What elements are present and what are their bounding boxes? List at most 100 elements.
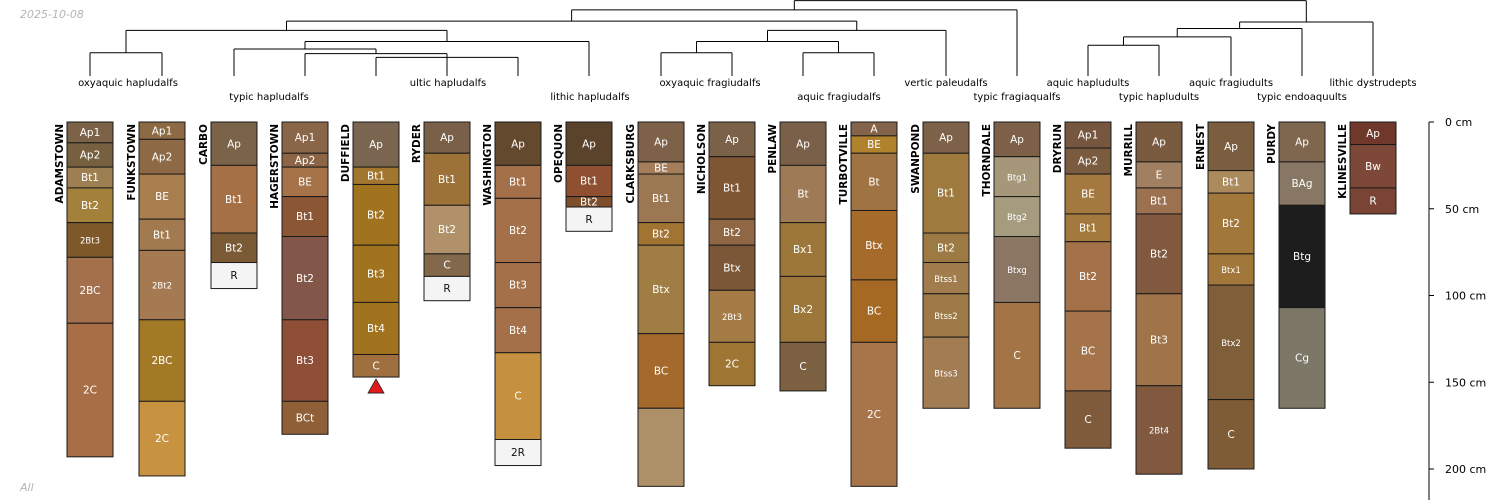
horizon-label: C <box>443 260 450 272</box>
subgroup-label: typic hapludalfs <box>229 92 309 103</box>
horizon-label: Ap <box>440 132 454 144</box>
horizon-btx2 <box>1207 284 1255 401</box>
horizon-label: R <box>1369 196 1376 208</box>
horizon-label: BE <box>155 191 169 203</box>
subgroup-label: ultic hapludalfs <box>410 78 486 89</box>
horizon-label: Bt1 <box>580 176 598 188</box>
horizon-label: E <box>1156 170 1163 182</box>
profile-name: ADAMSTOWN <box>54 124 66 203</box>
horizon-label: 2C <box>83 385 97 397</box>
horizon-label: Ap2 <box>295 155 316 167</box>
profile-name: CARBO <box>198 124 210 165</box>
profile-opequon: Ap Bt1 Bt2 R OPEQUON <box>553 121 613 232</box>
horizon-label: Btg <box>1293 251 1311 263</box>
horizon-bc <box>1064 310 1112 392</box>
horizon-bt3 <box>1135 293 1183 387</box>
horizon-2bc <box>66 256 114 324</box>
horizon-r <box>423 275 471 302</box>
profile-washington: Ap Bt1 Bt2 Bt3 Bt4 C 2R WASHINGTON <box>482 121 542 467</box>
horizon-label: 2Bt4 <box>1149 427 1169 437</box>
horizon-bt2 <box>281 236 329 321</box>
horizon-label: Ap <box>654 137 668 149</box>
horizon-label: Ap2 <box>80 150 101 162</box>
horizon-label: BE <box>1081 189 1095 201</box>
horizon-label: BAg <box>1291 178 1312 190</box>
horizon-label: Bt2 <box>509 225 527 237</box>
dendrogram <box>89 0 1374 76</box>
horizon-label: C <box>1084 414 1091 426</box>
horizon-bt1 <box>138 218 186 251</box>
horizon-label: BC <box>867 306 881 318</box>
horizon-2bt3 <box>66 222 114 258</box>
horizon-label: C <box>514 391 521 403</box>
depth-axis: 0 cm 50 cm 100 cm 150 cm 200 cm <box>1428 116 1486 500</box>
horizon-label: Bt2 <box>652 229 670 241</box>
horizon-label: Ap <box>1010 134 1024 146</box>
horizon-be <box>138 173 186 220</box>
subgroup-label: typic endoaquults <box>1257 92 1347 103</box>
profile-name: WASHINGTON <box>482 124 494 206</box>
horizon-label: R <box>230 270 237 282</box>
horizon-btx <box>708 244 756 291</box>
horizon-label: Bt2 <box>81 200 99 212</box>
horizon-ap <box>423 121 471 154</box>
subgroup-label: typic fragiaqualfs <box>974 92 1061 103</box>
horizon-label: Bt2 <box>723 227 741 239</box>
horizon-label: Bt2 <box>1150 248 1168 260</box>
profile-name: MURRILL <box>1123 124 1135 177</box>
horizon-2bt4 <box>1135 385 1183 475</box>
horizon-ap <box>494 121 542 166</box>
horizon-label: Ap <box>1224 141 1238 153</box>
horizon-btg <box>1278 204 1326 309</box>
axis-tick-label: 200 cm <box>1445 463 1486 476</box>
horizon-c <box>1207 399 1255 470</box>
horizon-label: Ap1 <box>295 132 316 144</box>
horizon-label: Bw <box>1365 161 1381 173</box>
horizon-label: A <box>870 124 878 136</box>
horizon-r <box>565 206 613 232</box>
horizon-ap <box>565 121 613 166</box>
horizon-bt2 <box>210 232 258 264</box>
profile-klinesville: Ap Bw R KLINESVILLE <box>1337 121 1397 215</box>
horizon-2c <box>708 341 756 387</box>
horizon-label: BE <box>654 163 668 175</box>
horizon-bct <box>281 400 329 435</box>
horizon-label: BE <box>298 176 312 188</box>
horizon-label: Bt2 <box>1222 218 1240 230</box>
horizon-ap <box>210 121 258 166</box>
profile-nicholson: Ap Bt1 Bt2 Btx 2Bt3 2C NICHOLSON <box>696 121 756 387</box>
horizon-label: 2BC <box>79 285 100 297</box>
horizon-bt2 <box>494 197 542 264</box>
horizon-bt1 <box>1135 187 1183 215</box>
axis-tick-label: 100 cm <box>1445 290 1486 303</box>
horizon-label: Bt2 <box>225 242 243 254</box>
horizon-label: Bt4 <box>509 325 527 337</box>
horizon-ap <box>352 121 400 168</box>
profile-name: ERNEST <box>1195 123 1207 170</box>
horizon-label: Ap2 <box>1078 156 1099 168</box>
subgroup-label: oxyaquic hapludalfs <box>78 78 178 89</box>
horizon-bw <box>1349 144 1397 189</box>
horizon-bt1 <box>1064 213 1112 243</box>
horizon-ap <box>1135 121 1183 163</box>
depth-marker-triangle <box>367 378 385 394</box>
profile-clarksburg: Ap BE Bt1 Bt2 Btx BC CLARKSBURG <box>625 121 685 487</box>
horizon-label: Btx1 <box>1221 266 1241 276</box>
horizon-label: C <box>372 360 379 372</box>
horizon-label: Bx1 <box>793 244 813 256</box>
horizon-bt4 <box>352 301 400 355</box>
horizon-label: Btss3 <box>934 369 957 379</box>
horizon-r <box>210 262 258 290</box>
horizon-bt3 <box>281 319 329 402</box>
horizon-c <box>1064 390 1112 449</box>
soil-profiles: Ap1 Ap2 Bt1 Bt2 2Bt3 2BC 2C ADAMSTOWN Ap1 Ap2 BE Bt… <box>54 121 1397 487</box>
horizon-bt1 <box>637 173 685 224</box>
profile-duffield: Ap Bt1 Bt2 Bt3 Bt4 C DUFFIELD <box>340 121 400 394</box>
axis-tick-label: 50 cm <box>1445 203 1479 216</box>
horizon-ap <box>1278 121 1326 163</box>
horizon-r <box>1349 187 1397 215</box>
profile-name: NICHOLSON <box>696 124 708 194</box>
horizon-label: C <box>1013 350 1020 362</box>
horizon-label: Bt1 <box>652 193 670 205</box>
horizon-label: Bt3 <box>1150 334 1168 346</box>
